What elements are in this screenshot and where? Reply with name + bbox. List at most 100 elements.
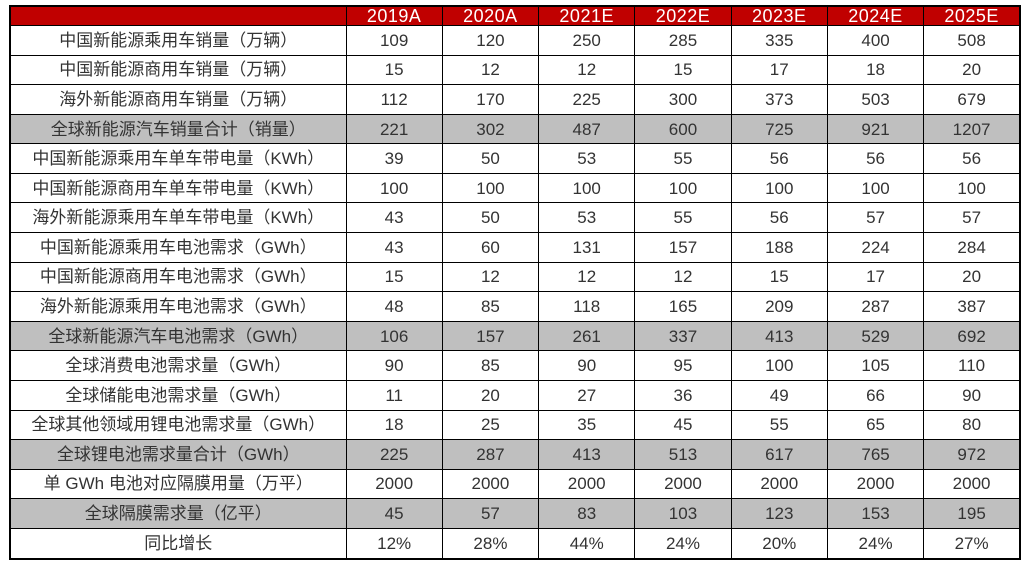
value-cell: 373 — [730, 84, 828, 115]
value-cell: 2000 — [441, 468, 540, 500]
table-row: 海外新能源商用车销量（万辆） 112 170 225 300 373 503 679 — [9, 84, 1021, 115]
value-cell: 123 — [730, 498, 828, 529]
value-cell: 513 — [634, 439, 732, 470]
value-cell: 50 — [441, 143, 540, 174]
row-label: 中国新能源乘用车单车带电量（KWh） — [9, 143, 347, 174]
value-cell: 529 — [826, 320, 925, 352]
value-cell: 261 — [538, 320, 636, 352]
value-cell: 60 — [441, 232, 540, 263]
value-cell: 1207 — [923, 113, 1021, 145]
value-cell: 100 — [923, 172, 1021, 204]
value-cell: 103 — [634, 498, 732, 529]
row-label: 中国新能源商用车电池需求（GWh） — [9, 261, 347, 293]
value-cell: 85 — [441, 350, 540, 381]
value-cell: 100 — [730, 350, 828, 381]
value-cell: 12 — [441, 261, 540, 293]
value-cell: 25 — [441, 409, 540, 441]
value-cell: 600 — [634, 113, 732, 145]
row-label: 全球新能源汽车电池需求（GWh） — [9, 320, 347, 352]
value-cell: 118 — [538, 291, 636, 322]
value-cell: 106 — [345, 320, 443, 352]
value-cell: 11 — [345, 379, 443, 411]
value-cell: 57 — [923, 202, 1021, 234]
header-cell-year: 2019A — [345, 5, 443, 26]
value-cell: 39 — [345, 143, 443, 174]
value-cell: 27% — [923, 527, 1021, 560]
value-cell: 53 — [538, 202, 636, 234]
value-cell: 15 — [730, 261, 828, 293]
value-cell: 65 — [826, 409, 925, 441]
header-cell-year: 2025E — [923, 5, 1021, 26]
value-cell: 225 — [345, 439, 443, 470]
table-row: 单 GWh 电池对应隔膜用量（万平） 2000 2000 2000 2000 2000 20… — [9, 468, 1021, 500]
value-cell: 157 — [441, 320, 540, 352]
table-row: 全球储能电池需求量（GWh） 11 20 27 36 49 66 90 — [9, 379, 1021, 411]
value-cell: 83 — [538, 498, 636, 529]
value-cell: 17 — [730, 54, 828, 86]
table-row: 全球隔膜需求量（亿平） 45 57 83 103 123 153 195 — [9, 498, 1021, 529]
header-cell-year: 2023E — [730, 5, 828, 26]
value-cell: 100 — [634, 172, 732, 204]
table-row: 全球锂电池需求量合计（GWh） 225 287 413 513 617 765 972 — [9, 439, 1021, 470]
value-cell: 287 — [826, 291, 925, 322]
table-row: 同比增长 12% 28% 44% 24% 20% 24% 27% — [9, 527, 1021, 560]
value-cell: 692 — [923, 320, 1021, 352]
value-cell: 508 — [923, 25, 1021, 56]
value-cell: 48 — [345, 291, 443, 322]
value-cell: 100 — [538, 172, 636, 204]
value-cell: 18 — [826, 54, 925, 86]
value-cell: 24% — [634, 527, 732, 560]
header-cell-year: 2022E — [634, 5, 732, 26]
value-cell: 56 — [730, 143, 828, 174]
value-cell: 2000 — [923, 468, 1021, 500]
battery-demand-forecast-table: 2019A 2020A 2021E 2022E 2023E 2024E 2025… — [9, 5, 1021, 560]
value-cell: 2000 — [345, 468, 443, 500]
value-cell: 224 — [826, 232, 925, 263]
value-cell: 972 — [923, 439, 1021, 470]
value-cell: 170 — [441, 84, 540, 115]
value-cell: 44% — [538, 527, 636, 560]
value-cell: 2000 — [538, 468, 636, 500]
value-cell: 66 — [826, 379, 925, 411]
value-cell: 12 — [441, 54, 540, 86]
value-cell: 157 — [634, 232, 732, 263]
value-cell: 112 — [345, 84, 443, 115]
header-cell-year: 2021E — [538, 5, 636, 26]
value-cell: 302 — [441, 113, 540, 145]
value-cell: 131 — [538, 232, 636, 263]
value-cell: 2000 — [730, 468, 828, 500]
value-cell: 765 — [826, 439, 925, 470]
value-cell: 24% — [826, 527, 925, 560]
value-cell: 56 — [826, 143, 925, 174]
value-cell: 45 — [634, 409, 732, 441]
table-row: 中国新能源乘用车单车带电量（KWh） 39 50 53 55 56 56 56 — [9, 143, 1021, 174]
value-cell: 28% — [441, 527, 540, 560]
value-cell: 153 — [826, 498, 925, 529]
value-cell: 387 — [923, 291, 1021, 322]
value-cell: 120 — [441, 25, 540, 56]
value-cell: 17 — [826, 261, 925, 293]
value-cell: 2000 — [634, 468, 732, 500]
row-label: 全球隔膜需求量（亿平） — [9, 498, 347, 529]
value-cell: 20 — [441, 379, 540, 411]
row-label: 单 GWh 电池对应隔膜用量（万平） — [9, 468, 347, 500]
value-cell: 15 — [345, 261, 443, 293]
row-label: 全球储能电池需求量（GWh） — [9, 379, 347, 411]
value-cell: 725 — [730, 113, 828, 145]
value-cell: 413 — [538, 439, 636, 470]
table-row: 中国新能源商用车单车带电量（KWh） 100 100 100 100 100 100 100 — [9, 172, 1021, 204]
header-cell-label — [9, 5, 347, 26]
value-cell: 57 — [441, 498, 540, 529]
value-cell: 20 — [923, 54, 1021, 86]
value-cell: 287 — [441, 439, 540, 470]
value-cell: 27 — [538, 379, 636, 411]
table-body: 中国新能源乘用车销量（万辆） 109 120 250 285 335 400 508 中国新能源… — [9, 25, 1021, 560]
value-cell: 43 — [345, 232, 443, 263]
value-cell: 679 — [923, 84, 1021, 115]
value-cell: 400 — [826, 25, 925, 56]
value-cell: 12 — [538, 54, 636, 86]
value-cell: 50 — [441, 202, 540, 234]
value-cell: 110 — [923, 350, 1021, 381]
table-row: 中国新能源商用车销量（万辆） 15 12 12 15 17 18 20 — [9, 54, 1021, 86]
table-row: 全球新能源汽车电池需求（GWh） 106 157 261 337 413 529 692 — [9, 320, 1021, 352]
